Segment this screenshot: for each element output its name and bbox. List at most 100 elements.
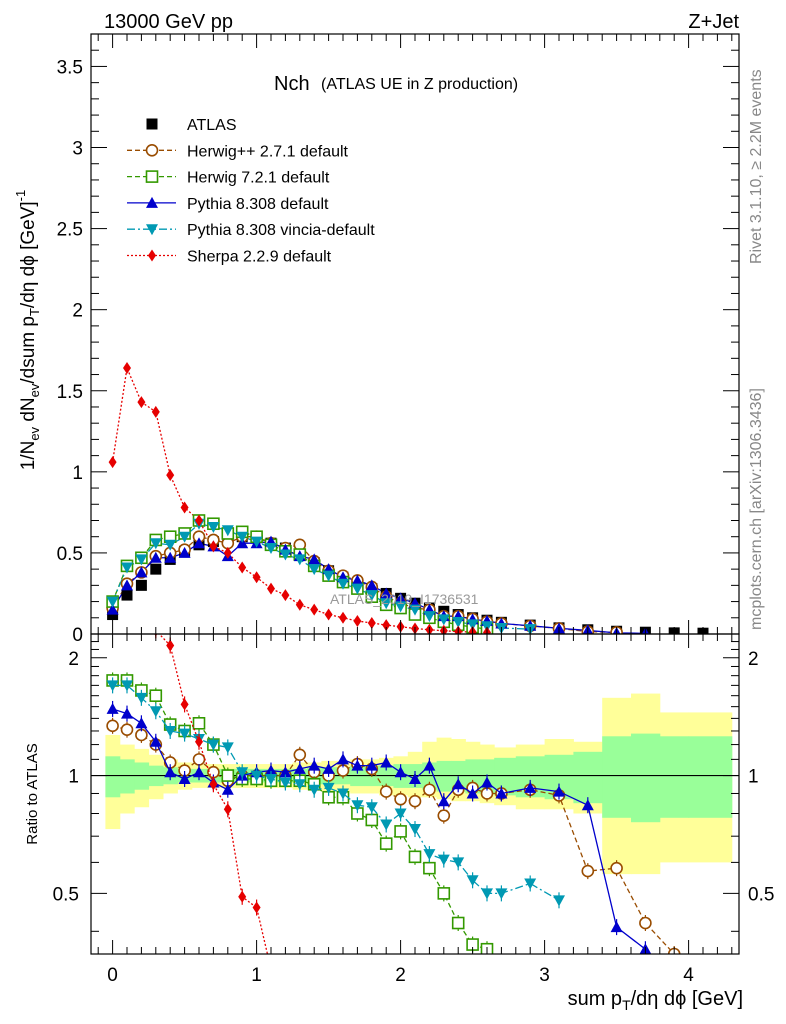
legend-marker-4 — [148, 249, 156, 262]
series-point-3 — [409, 604, 421, 616]
series-point-3 — [351, 583, 364, 595]
series-point-3 — [423, 611, 436, 623]
ratio-point-1 — [423, 861, 436, 875]
series-point-2 — [193, 537, 205, 549]
ratio-point-0 — [379, 785, 393, 798]
ratio-point-2 — [193, 766, 205, 778]
series-point-3 — [121, 562, 133, 574]
ratio-point-3 — [279, 777, 292, 789]
series-point-4 — [267, 582, 275, 595]
ratio-point-3 — [207, 739, 220, 751]
ratio-point-4 — [195, 735, 203, 748]
ratio-point-2 — [135, 717, 148, 729]
series-point-3 — [135, 554, 148, 566]
ratio-y-tick-label-right: 2 — [748, 649, 759, 670]
series-point-2 — [121, 579, 133, 591]
ratio-point-1 — [451, 916, 465, 930]
series-point-2 — [106, 603, 119, 615]
series-point-3 — [149, 538, 162, 550]
series-point-4 — [382, 619, 391, 632]
series-point-3 — [308, 564, 321, 576]
ratio-point-2 — [394, 766, 407, 778]
y-tick-label: 1.5 — [57, 382, 83, 403]
ratio-point-3 — [351, 800, 364, 812]
rivet-version-label: Rivet 3.1.10, ≥ 2.2M events — [748, 69, 765, 264]
series-point-2 — [308, 553, 321, 565]
legend-label-2: Pythia 8.308 default — [187, 196, 329, 213]
ratio-band-green — [688, 736, 733, 818]
ratio-point-3 — [365, 802, 378, 814]
ratio-band-green — [105, 756, 121, 798]
series-point-3 — [236, 531, 249, 543]
x-tick-label: 2 — [395, 965, 406, 986]
y-tick-label: 2 — [72, 301, 83, 322]
series-point-4 — [166, 469, 175, 482]
y-tick-label: 3 — [72, 139, 83, 160]
ratio-point-0 — [610, 861, 623, 875]
ratio-point-0 — [639, 916, 652, 930]
series-point-4 — [281, 589, 290, 602]
series-point-3 — [452, 617, 465, 628]
ratio-point-3 — [322, 782, 335, 794]
series-point-4 — [180, 501, 189, 514]
series-line-2 — [112, 540, 646, 634]
legend-label-1: Herwig 7.2.1 default — [187, 170, 330, 187]
ratio-point-3 — [121, 680, 133, 692]
ratio-point-0 — [408, 794, 422, 808]
ratio-point-0 — [423, 783, 436, 797]
ratio-point-2 — [610, 921, 623, 933]
ratio-y-tick-label-left: 0.5 — [53, 884, 79, 905]
ratio-point-3 — [221, 742, 234, 754]
ratio-band-green — [119, 759, 135, 794]
series-point-4 — [310, 603, 319, 616]
ratio-point-2 — [121, 707, 133, 719]
ratio-point-2 — [322, 762, 335, 774]
series-point-2 — [351, 574, 364, 586]
series-point-2 — [365, 579, 378, 591]
y-tick-label: 0.5 — [57, 544, 83, 565]
ratio-point-2 — [423, 759, 436, 771]
x-tick-label: 3 — [539, 965, 550, 986]
x-axis-label: sum pT/dη dϕ [GeV] — [568, 988, 743, 1013]
ratio-point-2 — [279, 766, 292, 778]
ratio-point-2 — [351, 759, 364, 771]
series-point-2 — [178, 546, 191, 558]
ratio-point-4 — [252, 901, 261, 914]
ratio-point-1 — [394, 825, 407, 838]
series-point-2 — [394, 592, 407, 604]
ratio-point-1 — [365, 813, 379, 827]
y-tick-label: 0 — [72, 625, 83, 646]
ratio-point-3 — [481, 888, 493, 900]
ratio-point-2 — [409, 772, 421, 784]
svg-text:sum pT/dη dϕ [GeV]: sum pT/dη dϕ [GeV] — [568, 988, 743, 1013]
legend-marker-2 — [146, 196, 158, 208]
series-point-3 — [265, 543, 277, 555]
ratio-band-green — [573, 751, 603, 804]
header-right: Z+Jet — [688, 11, 739, 33]
ratio-band-green — [659, 736, 690, 818]
ratio-point-3 — [337, 788, 349, 800]
series-point-3 — [279, 549, 292, 561]
ratio-point-2 — [164, 766, 177, 778]
legend-marker-0 — [145, 144, 159, 157]
y-tick-label: 1 — [72, 463, 83, 484]
series-point-4 — [108, 456, 117, 469]
series-point-3 — [221, 525, 234, 537]
legend-marker-1 — [145, 170, 159, 183]
x-tick-label: 4 — [683, 965, 694, 986]
x-tick-label: 1 — [251, 965, 262, 986]
ratio-point-3 — [423, 849, 436, 861]
ratio-point-3 — [250, 770, 263, 782]
ratio-point-2 — [553, 785, 565, 797]
ratio-point-2 — [466, 787, 479, 799]
ratio-point-4 — [238, 890, 247, 903]
ratio-point-1 — [221, 769, 235, 782]
ratio-y-tick-label-right: 0.5 — [748, 884, 774, 905]
legend-label-3: Pythia 8.308 vincia-default — [187, 222, 375, 239]
series-point-4 — [252, 571, 261, 584]
series-point-3 — [380, 598, 393, 610]
ratio-y-tick-label-left: 1 — [68, 767, 79, 788]
series-point-3 — [207, 521, 220, 533]
ratio-point-4 — [223, 803, 232, 816]
